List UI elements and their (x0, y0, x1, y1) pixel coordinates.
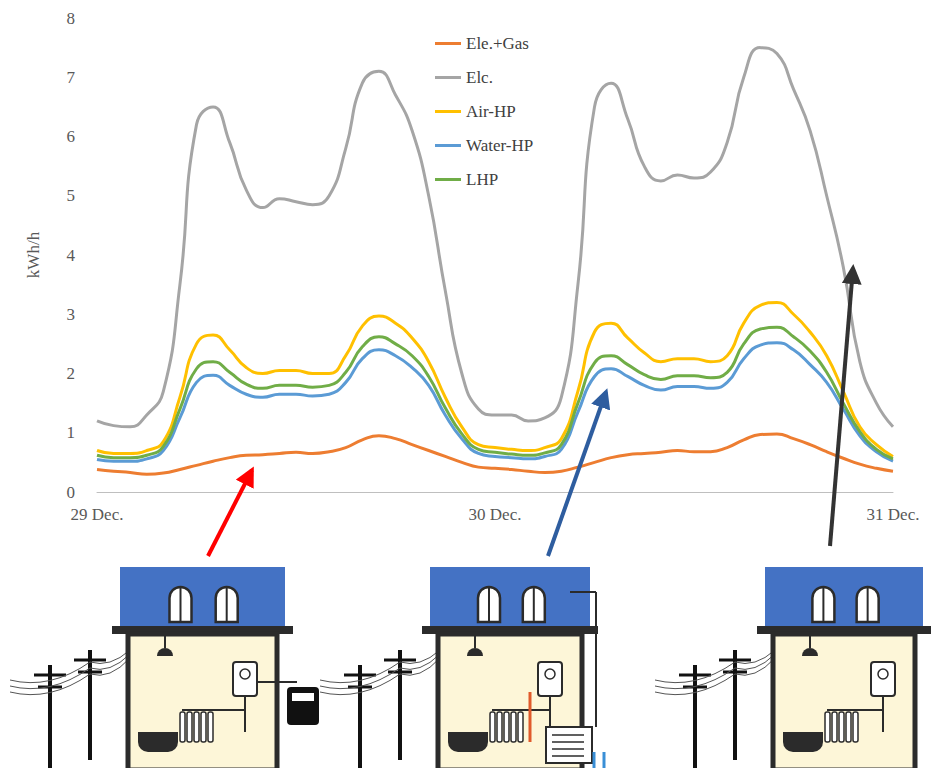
svg-text:kWh/h: kWh/h (24, 231, 43, 278)
svg-text:30 Dec.: 30 Dec. (469, 505, 522, 524)
svg-text:4: 4 (67, 246, 76, 265)
svg-text:Air-HP: Air-HP (466, 102, 516, 121)
svg-text:2: 2 (67, 364, 76, 383)
svg-text:7: 7 (67, 68, 76, 87)
svg-text:29 Dec.: 29 Dec. (71, 505, 124, 524)
svg-text:31 Dec.: 31 Dec. (867, 505, 920, 524)
svg-text:Elc.: Elc. (466, 68, 493, 87)
svg-text:3: 3 (67, 305, 76, 324)
svg-text:Water-HP: Water-HP (466, 136, 533, 155)
svg-text:6: 6 (67, 127, 76, 146)
svg-text:LHP: LHP (466, 170, 498, 189)
svg-text:1: 1 (67, 423, 76, 442)
svg-text:5: 5 (67, 186, 76, 205)
svg-text:Ele.+Gas: Ele.+Gas (466, 34, 529, 53)
svg-text:8: 8 (67, 9, 76, 28)
svg-text:0: 0 (67, 483, 76, 502)
